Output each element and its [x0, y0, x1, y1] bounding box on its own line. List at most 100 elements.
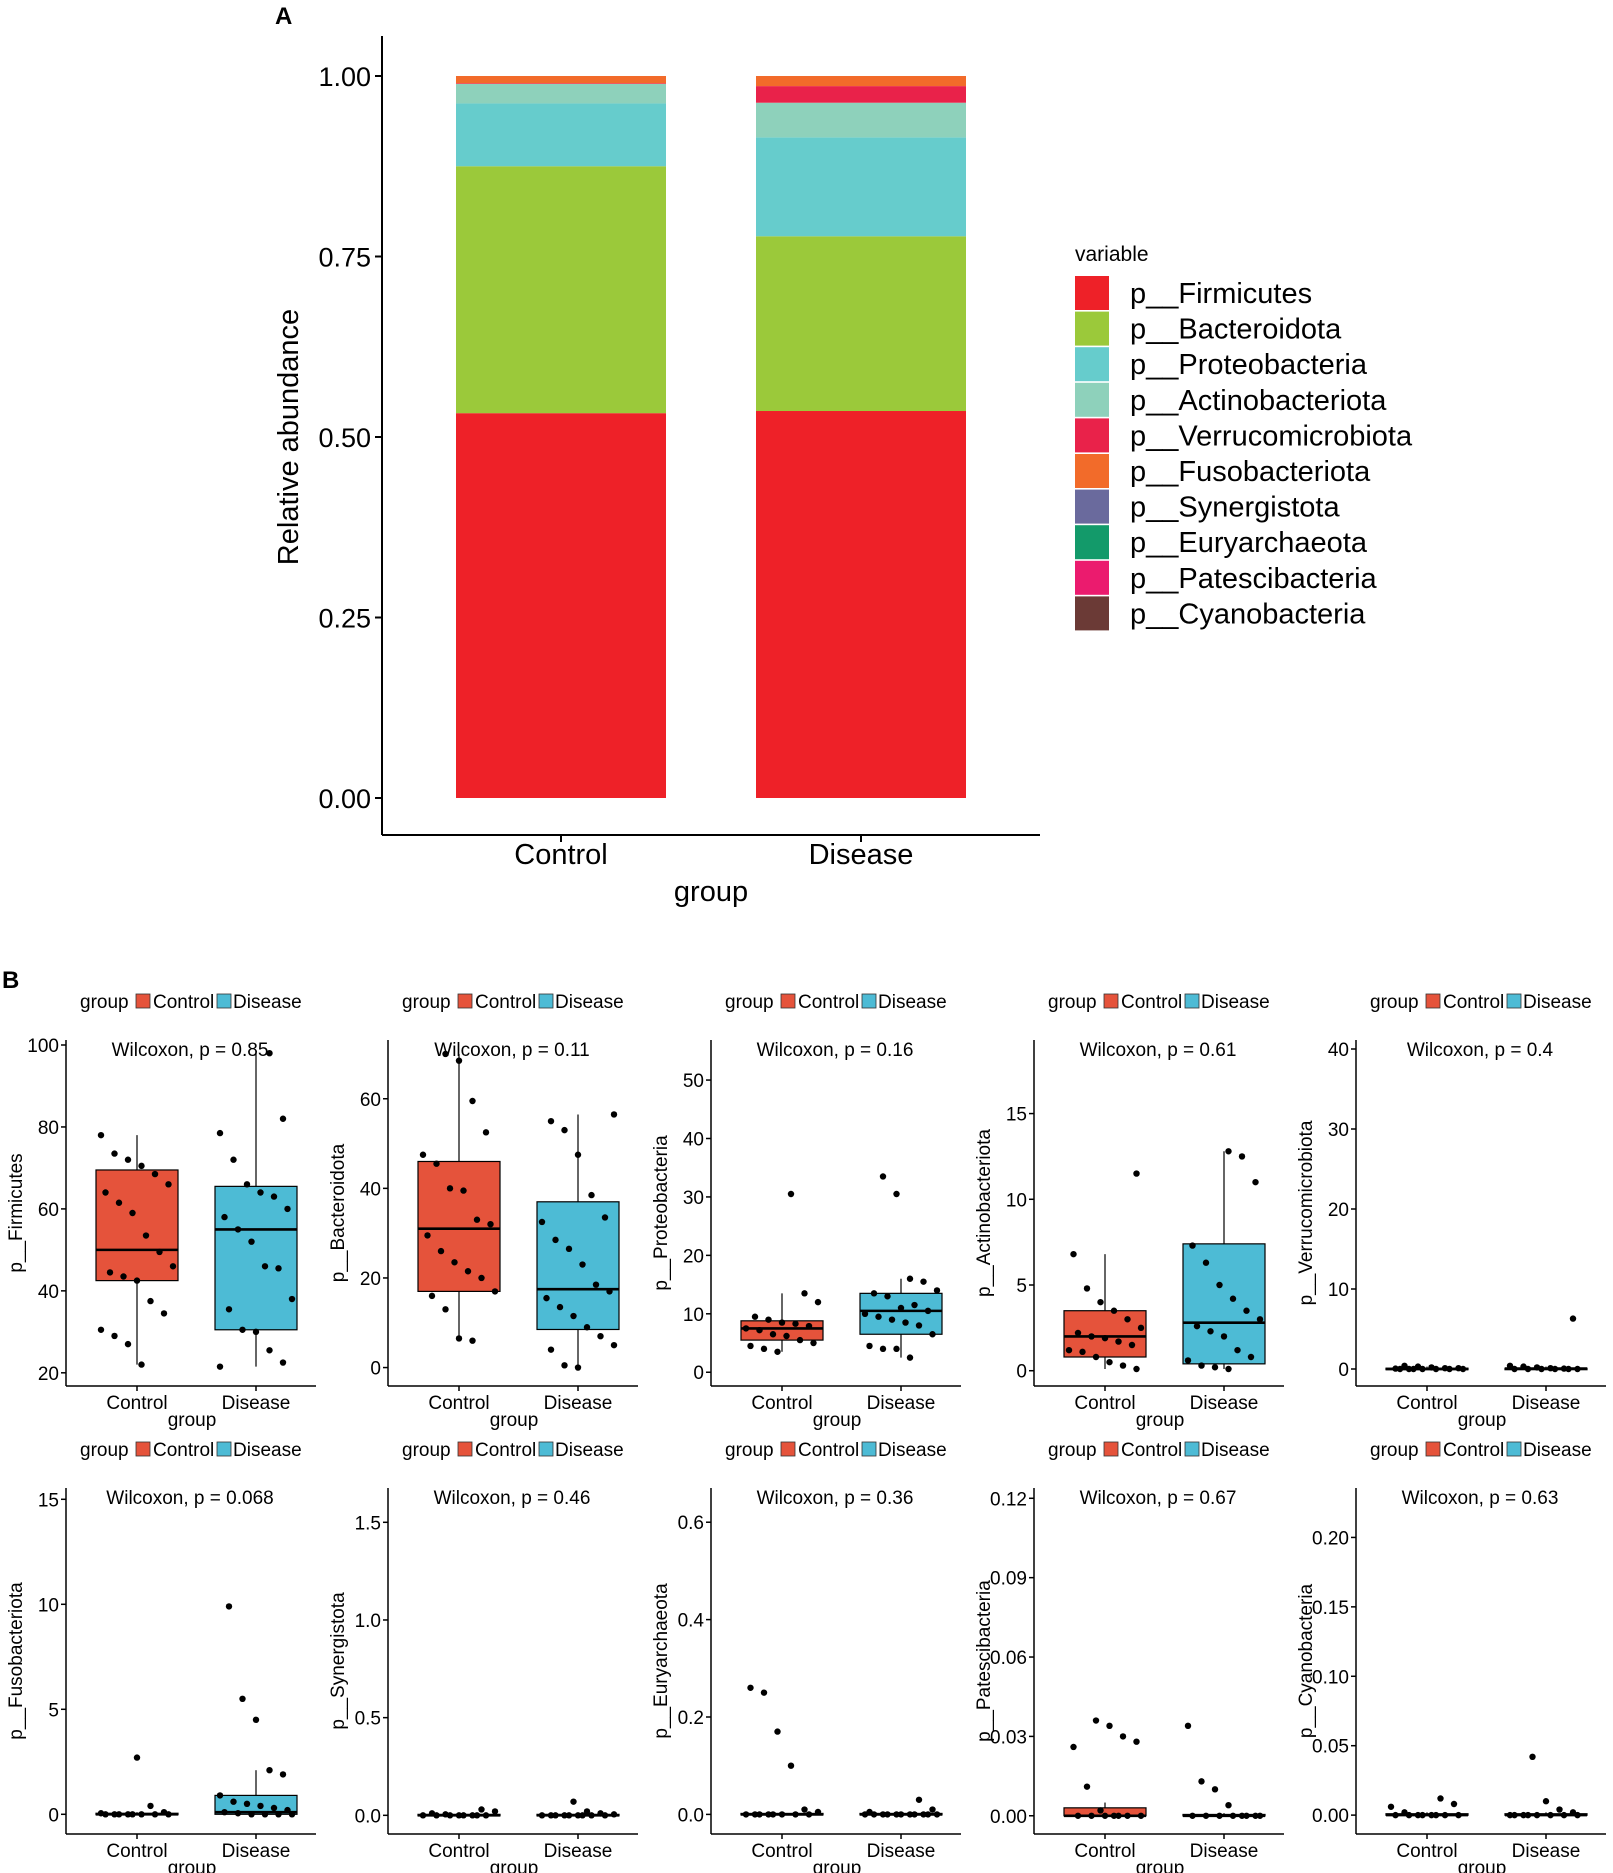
data-point: [747, 1342, 754, 1350]
data-point: [1533, 1811, 1541, 1819]
data-point: [115, 1199, 123, 1206]
legend-label: p__Synergistota: [1130, 492, 1340, 524]
data-point: [243, 1800, 251, 1808]
x-tick-label-disease: Disease: [867, 1841, 936, 1862]
legend-title: group: [80, 992, 129, 1013]
y-tick-label: 10: [38, 1595, 59, 1616]
data-point: [792, 1320, 799, 1327]
data-point: [428, 1292, 436, 1300]
bar-segment-p-proteobacteria-control: [456, 103, 666, 167]
data-point: [538, 1812, 546, 1819]
y-tick-label: 0.00: [1312, 1806, 1349, 1827]
data-point: [884, 1811, 891, 1818]
legend-title: group: [725, 992, 774, 1013]
x-tick-label-control: Control: [1396, 1393, 1457, 1414]
data-point: [1387, 1803, 1395, 1810]
data-point: [169, 1263, 177, 1270]
y-axis-title: p__Synergistota: [328, 1592, 349, 1730]
data-point: [124, 1340, 132, 1348]
data-point: [111, 1150, 118, 1157]
data-point: [588, 1191, 595, 1199]
legend-title: group: [1048, 1440, 1097, 1461]
x-tick-label-disease: Disease: [1190, 1393, 1259, 1414]
legend-label-disease: Disease: [1201, 992, 1270, 1013]
data-point: [929, 1806, 936, 1813]
data-point: [1238, 1812, 1246, 1819]
y-tick-label: 0.00: [990, 1807, 1027, 1828]
x-axis-title: group: [1136, 1410, 1185, 1431]
data-point: [120, 1273, 127, 1280]
data-point: [1392, 1811, 1399, 1819]
legend-label-control: Control: [153, 1440, 214, 1461]
data-point: [924, 1307, 932, 1315]
data-point: [279, 1771, 287, 1778]
x-tick-label-disease: Disease: [809, 839, 914, 871]
data-point: [1506, 1811, 1514, 1819]
y-tick-label: 10: [683, 1305, 704, 1326]
y-tick-label: 0.6: [678, 1513, 704, 1534]
data-point: [1432, 1811, 1440, 1819]
data-point: [106, 1269, 114, 1276]
data-point: [1198, 1362, 1205, 1369]
data-point: [433, 1160, 440, 1167]
data-point: [911, 1301, 918, 1309]
data-point: [239, 1695, 246, 1703]
data-point: [870, 1290, 878, 1297]
data-point: [1446, 1365, 1453, 1373]
x-tick-label-control: Control: [751, 1841, 812, 1862]
x-axis-title: group: [168, 1858, 217, 1873]
y-tick-label: 40: [683, 1129, 704, 1150]
data-point: [610, 1111, 618, 1118]
y-tick-label: 0.0: [678, 1805, 704, 1826]
data-point: [248, 1238, 255, 1245]
x-axis-title: group: [490, 1410, 539, 1431]
data-point: [861, 1811, 869, 1818]
data-point: [257, 1802, 264, 1810]
data-point: [239, 1326, 246, 1333]
data-point: [151, 1170, 159, 1178]
data-point: [473, 1216, 481, 1223]
data-point: [570, 1312, 577, 1320]
y-tick-label: 10: [1006, 1190, 1027, 1211]
legend-title: group: [1048, 992, 1097, 1013]
data-point: [243, 1181, 251, 1188]
data-point: [805, 1322, 813, 1330]
data-point: [756, 1326, 763, 1334]
legend-key-disease: [1184, 993, 1200, 1009]
data-point: [1405, 1365, 1413, 1373]
data-point: [751, 1313, 759, 1320]
data-point: [1574, 1365, 1581, 1373]
x-tick-label-control: Control: [428, 1393, 489, 1414]
data-point: [419, 1151, 427, 1158]
box-disease: [536, 1201, 620, 1331]
data-point: [1083, 1783, 1091, 1790]
legend-label-disease: Disease: [1523, 992, 1592, 1013]
data-point: [801, 1290, 808, 1297]
legend-key-control: [1103, 1441, 1119, 1457]
bar-segment-p-verrucomicrobiota-control: [456, 83, 666, 84]
data-point: [1198, 1778, 1205, 1785]
data-point: [216, 1129, 224, 1137]
data-point: [111, 1332, 118, 1340]
y-tick-label: 80: [38, 1118, 59, 1139]
data-point: [574, 1151, 582, 1158]
y-tick-label: 30: [1328, 1120, 1349, 1141]
y-tick-label: 0.50: [318, 423, 371, 453]
y-tick-label: 0: [693, 1363, 704, 1384]
data-point: [230, 1798, 237, 1805]
data-point: [742, 1325, 750, 1332]
legend-key-control: [457, 993, 473, 1009]
data-point: [138, 1811, 145, 1818]
data-point: [1243, 1812, 1250, 1819]
y-tick-label: 0.05: [1312, 1737, 1349, 1758]
data-point: [424, 1232, 431, 1239]
data-point: [538, 1218, 546, 1226]
data-point: [266, 1767, 273, 1774]
data-point: [1401, 1362, 1408, 1370]
data-point: [1097, 1298, 1104, 1306]
data-point: [230, 1156, 237, 1163]
data-point: [1428, 1811, 1435, 1819]
data-point: [588, 1812, 595, 1819]
legend-label-disease: Disease: [878, 1440, 947, 1461]
